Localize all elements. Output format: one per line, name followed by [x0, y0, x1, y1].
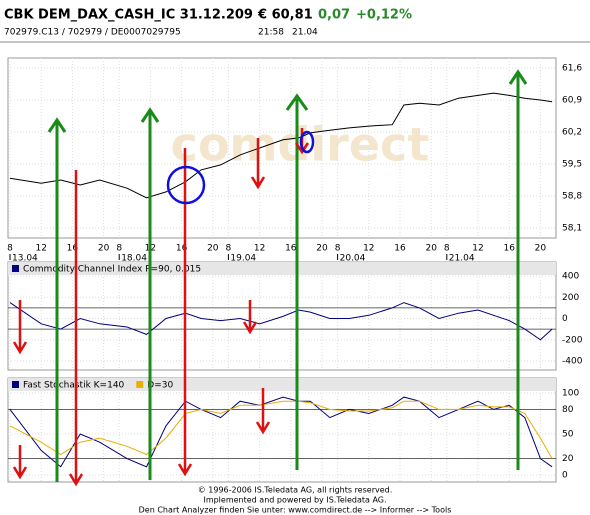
- series-line: [9, 400, 553, 459]
- title: CBK DEM_DAX_CASH_IC 31.12.209: [4, 8, 253, 23]
- x-tick-label: 8: [444, 244, 450, 254]
- x-tick-label: 12: [363, 244, 374, 254]
- legend-label: D=30: [147, 381, 173, 391]
- y-tick-label: 59,5: [562, 160, 582, 170]
- arrow-up: [285, 93, 309, 470]
- panel-frame: [7, 261, 557, 371]
- x-tick-label: 8: [116, 244, 122, 254]
- arrow-up: [140, 107, 160, 480]
- y-tick-label: 61,6: [562, 64, 582, 74]
- y-tick-label: 200: [562, 293, 579, 303]
- legend-label: Commodity Channel Index P=90, 0.015: [23, 265, 201, 275]
- x-tick-label: 8: [335, 244, 341, 254]
- y-tick-label: -200: [562, 335, 583, 345]
- legend-swatch: [12, 381, 19, 388]
- change-pct: +0,12%: [356, 8, 412, 23]
- circle: [166, 165, 206, 205]
- x-tick-label: 8: [7, 244, 13, 254]
- circle: [299, 130, 315, 154]
- annotations: [12, 69, 528, 487]
- legend-label: Fast Stochastik K=140: [23, 381, 125, 391]
- x-tick-label: 20: [425, 244, 437, 254]
- y-tick-label: 60,2: [562, 128, 582, 138]
- footer: Implemented and powered by IS.Teledata A…: [203, 496, 386, 505]
- legend-band: [8, 378, 556, 391]
- y-tick-label: 400: [562, 272, 579, 282]
- panel-frame: [7, 377, 557, 483]
- x-tick-label: 8: [226, 244, 232, 254]
- x-date-label: 18.04: [121, 254, 147, 264]
- x-tick-label: 16: [503, 244, 515, 254]
- legend-swatch: [12, 265, 19, 272]
- y-tick-label: 0: [562, 314, 568, 324]
- footer: Den Chart Analyzer finden Sie unter: www…: [139, 506, 452, 515]
- x-tick-label: 12: [35, 244, 46, 254]
- green-arrows: [47, 69, 528, 482]
- x-tick-label: 16: [394, 244, 406, 254]
- circles: [166, 130, 315, 205]
- y-tick-label: 50: [562, 430, 574, 440]
- date: 21.04: [292, 28, 318, 38]
- time: 21:58: [258, 28, 284, 38]
- arrow-down: [68, 170, 84, 487]
- arrow-up: [47, 117, 67, 482]
- price: € 60,81: [257, 8, 313, 23]
- legend-band: [8, 262, 556, 275]
- legend-swatch: [136, 381, 144, 388]
- arrow-down: [250, 138, 266, 190]
- x-date-label: 19.04: [230, 254, 256, 264]
- footer: © 1996-2006 IS.Teledata AG, all rights r…: [198, 486, 393, 495]
- x-tick-label: 20: [535, 244, 547, 254]
- x-tick-label: 16: [285, 244, 297, 254]
- panel-frame: [7, 57, 557, 239]
- arrow-down: [255, 388, 271, 435]
- x-tick-label: 16: [67, 244, 79, 254]
- change: 0,07: [318, 8, 350, 23]
- y-tick-label: 0: [562, 471, 568, 481]
- x-tick-label: 20: [207, 244, 219, 254]
- y-tick-label: 20: [562, 454, 574, 464]
- x-tick-label: 12: [254, 244, 265, 254]
- series-line: [9, 92, 553, 199]
- x-tick-label: 16: [176, 244, 188, 254]
- y-tick-label: 100: [562, 389, 579, 399]
- x-date-label: 21.04: [449, 254, 475, 264]
- ids: 702979.C13 / 702979 / DE0007029795: [4, 28, 181, 38]
- x-tick-label: 20: [98, 244, 110, 254]
- y-tick-label: 58,8: [562, 192, 582, 202]
- x-tick-label: 20: [316, 244, 328, 254]
- arrow-up: [508, 69, 528, 470]
- series-line: [9, 302, 553, 341]
- arrow-down: [177, 148, 193, 477]
- arrow-down: [12, 445, 28, 480]
- arrow-down: [242, 300, 258, 335]
- plots: 61,660,960,259,558,858,18 12 16 20 8 12 16 20 8 1…: [7, 57, 583, 483]
- series-line: [9, 396, 553, 468]
- y-tick-label: 80: [562, 405, 574, 415]
- arrow-down: [12, 300, 28, 355]
- y-tick-label: 58,1: [562, 224, 582, 234]
- y-tick-label: -400: [562, 357, 583, 367]
- y-tick-label: 60,9: [562, 96, 582, 106]
- x-date-label: 20.04: [340, 254, 366, 264]
- x-date-label: 13.04: [12, 254, 38, 264]
- x-tick-label: 12: [472, 244, 483, 254]
- red-arrows: [12, 128, 310, 487]
